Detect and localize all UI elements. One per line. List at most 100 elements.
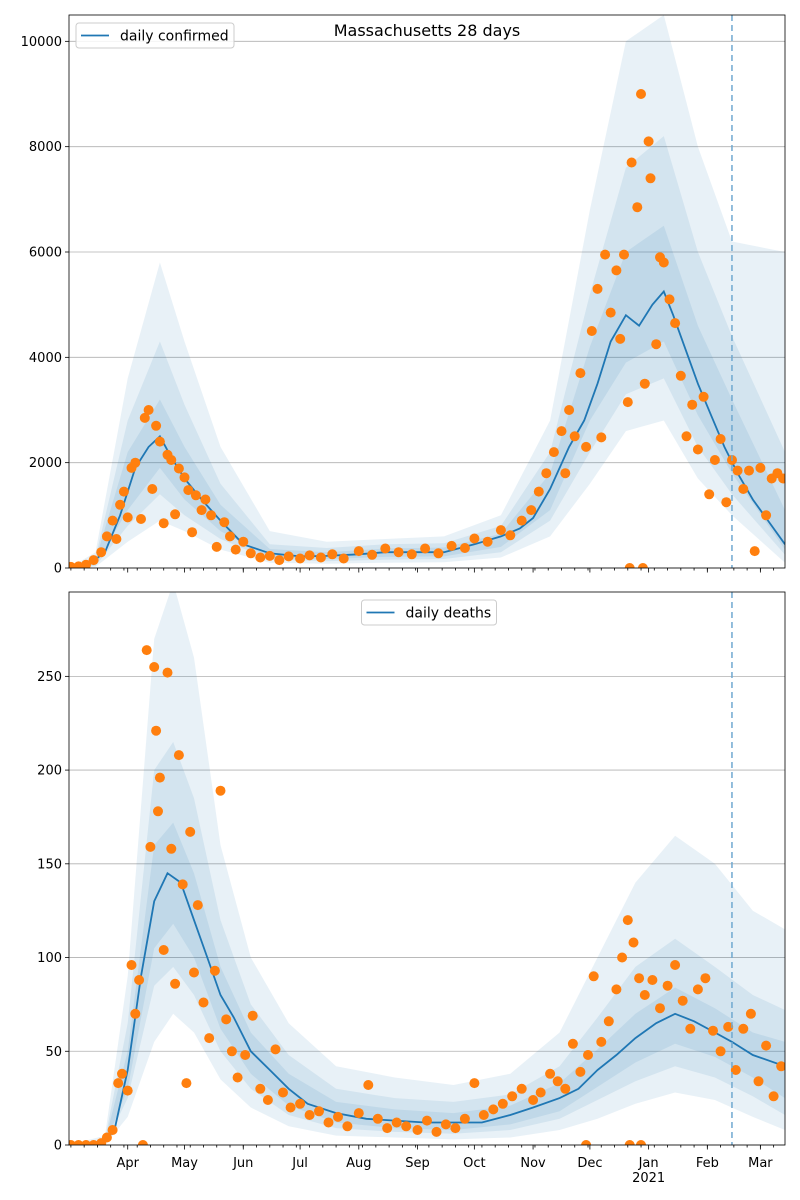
observed-point (709, 455, 720, 465)
observed-point (583, 1050, 593, 1060)
observed-point (73, 1140, 84, 1145)
observed-point (137, 1140, 148, 1145)
x-tick-year-label: 2021 (632, 1171, 665, 1186)
observed-point (115, 499, 126, 510)
observed-point (255, 552, 266, 563)
observed-point (238, 536, 249, 547)
observed-point (304, 550, 315, 561)
observed-point (603, 1016, 614, 1027)
observed-point (173, 463, 184, 474)
observed-point (761, 1040, 772, 1051)
observed-point (401, 1121, 412, 1132)
observed-point (611, 265, 622, 276)
observed-point (636, 1140, 646, 1145)
observed-point (611, 984, 622, 995)
plot-area (69, 592, 785, 1145)
observed-point (126, 960, 137, 970)
observed-point (617, 952, 628, 963)
uncertainty-band-middle (69, 136, 785, 568)
x-tick-label: Jul (291, 1156, 308, 1171)
observed-point (204, 1033, 215, 1044)
observed-point (488, 1104, 499, 1115)
observed-point (158, 945, 169, 955)
observed-point (219, 517, 230, 528)
observed-point (636, 89, 646, 99)
observed-point (372, 1113, 383, 1124)
legend-label: daily confirmed (120, 29, 229, 45)
observed-point (107, 1125, 118, 1135)
observed-point (624, 563, 635, 568)
observed-point (632, 202, 643, 213)
observed-point (715, 1046, 726, 1057)
y-tick-label: 250 (37, 670, 62, 685)
observed-point (778, 473, 785, 484)
observed-point (147, 484, 158, 494)
observed-point (692, 444, 703, 455)
observed-point (588, 971, 599, 982)
observed-point (206, 510, 217, 521)
x-tick-label: Oct (463, 1156, 485, 1171)
observed-point (526, 505, 537, 516)
observed-point (681, 431, 692, 442)
observed-point (382, 1123, 393, 1134)
observed-point (704, 489, 715, 500)
observed-point (768, 1091, 779, 1102)
x-tick-label: Nov (520, 1156, 546, 1171)
observed-point (624, 1140, 635, 1145)
observed-point (581, 1140, 592, 1145)
observed-point (81, 559, 91, 568)
observed-point (196, 505, 207, 516)
observed-point (548, 447, 559, 458)
observed-point (675, 370, 686, 381)
observed-point (170, 509, 181, 520)
observed-point (295, 553, 306, 564)
observed-point (745, 1008, 756, 1019)
observed-point (198, 997, 209, 1008)
observed-point (88, 555, 99, 566)
observed-point (664, 294, 675, 305)
y-tick-label: 50 (45, 1045, 62, 1060)
observed-point (459, 1113, 470, 1124)
observed-point (285, 1102, 296, 1113)
observed-point (200, 494, 211, 505)
observed-point (101, 1132, 112, 1143)
observed-point (776, 1061, 785, 1072)
observed-point (278, 1087, 288, 1098)
y-tick-label: 2000 (29, 456, 62, 471)
y-tick-label: 200 (37, 764, 62, 779)
confirmed-chart: 0 2000 4000 6000 8000 10000 daily confirmed Mas… (21, 14, 786, 577)
observed-point (670, 318, 681, 329)
observed-point (274, 555, 285, 566)
observed-point (185, 826, 196, 837)
observed-point (353, 546, 364, 557)
observed-point (615, 333, 626, 344)
y-tick-label: 0 (54, 562, 62, 577)
observed-point (380, 543, 391, 554)
observed-point (581, 441, 592, 452)
observed-point (190, 490, 201, 501)
observed-point (134, 975, 145, 985)
observed-point (592, 283, 603, 294)
observed-point (730, 1065, 741, 1075)
observed-point (723, 1021, 734, 1032)
x-tick-label: Aug (346, 1156, 371, 1171)
y-tick-label: 8000 (29, 140, 62, 155)
legend-label: daily deaths (406, 606, 492, 622)
observed-point (622, 397, 633, 408)
observed-point (215, 785, 226, 796)
observed-point (626, 157, 637, 168)
observed-point (183, 485, 194, 496)
observed-point (406, 549, 417, 560)
chart-title: Massachusetts 28 days (334, 21, 521, 40)
observed-point (755, 462, 766, 473)
observed-point (187, 527, 198, 538)
observed-point (497, 1098, 508, 1109)
observed-point (391, 1117, 402, 1128)
observed-point (459, 543, 470, 553)
observed-point (166, 843, 177, 854)
observed-point (567, 1038, 578, 1049)
observed-point (143, 405, 154, 415)
observed-point (283, 551, 294, 562)
observed-point (560, 1083, 571, 1094)
observed-point (431, 1126, 442, 1137)
